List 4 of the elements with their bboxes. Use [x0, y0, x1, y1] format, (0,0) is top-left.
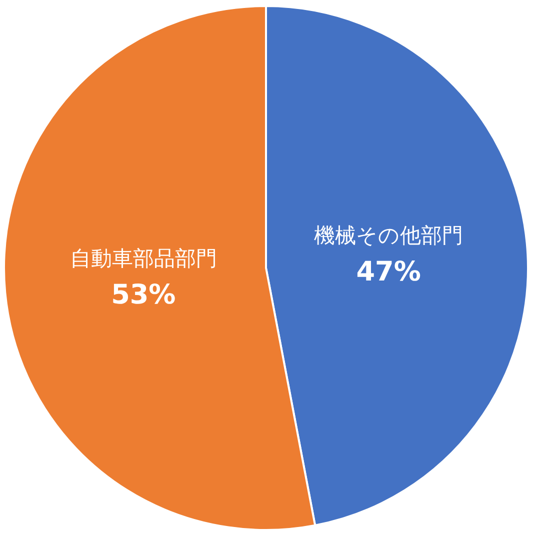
slice-label: 機械その他部門 [314, 223, 464, 248]
slice-label: 自動車部品部門 [70, 246, 217, 271]
data-label: 53% [111, 280, 176, 311]
data-label: 47% [356, 256, 421, 288]
